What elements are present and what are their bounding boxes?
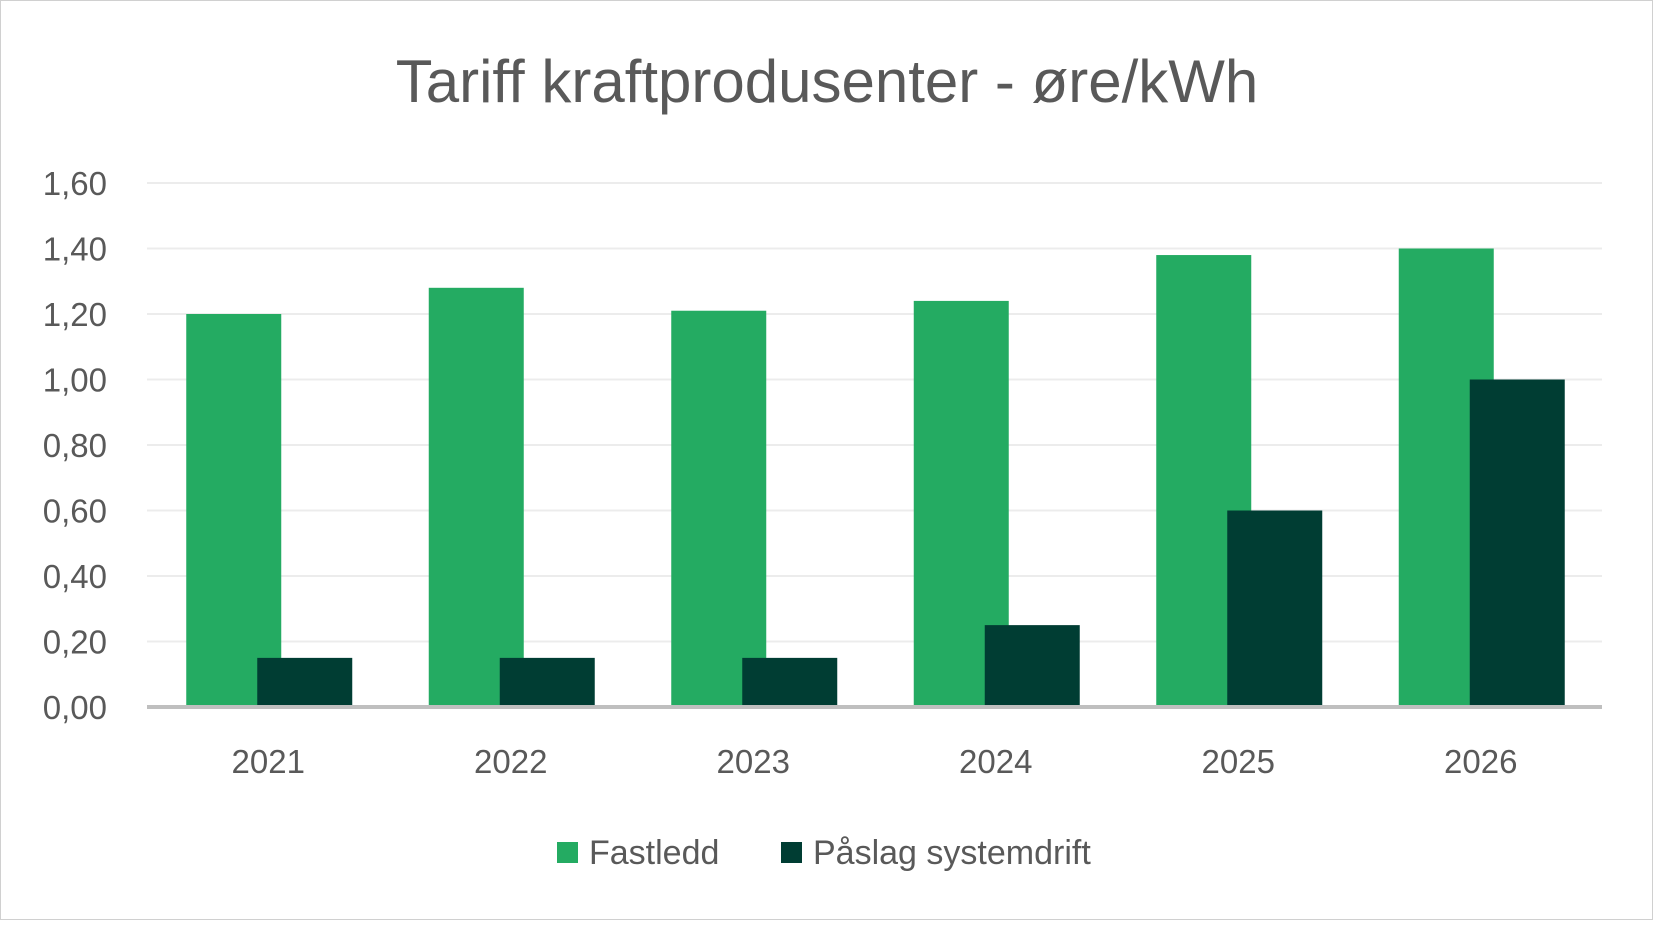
x-tick-label: 2025	[1202, 743, 1275, 780]
x-tick-label: 2026	[1444, 743, 1517, 780]
x-tick-label: 2023	[717, 743, 790, 780]
y-tick-label: 1,00	[43, 362, 107, 399]
y-tick-label: 1,20	[43, 296, 107, 333]
legend-label: Påslag systemdrift	[813, 834, 1091, 872]
x-axis-ticks: 2021 2022 2023 2024 2025 2026	[147, 705, 1602, 780]
y-tick-label: 0,80	[43, 427, 107, 464]
bar-påslag-systemdrift-2022	[499, 657, 595, 707]
bar-påslag-systemdrift-2023	[742, 657, 838, 707]
y-tick-label: 0,40	[43, 558, 107, 595]
legend-swatch	[557, 842, 578, 863]
gridlines	[147, 182, 1602, 643]
y-tick-label: 0,20	[43, 624, 107, 661]
x-tick-label: 2021	[232, 743, 305, 780]
bar-fastledd-2021	[186, 314, 282, 707]
legend-label: Fastledd	[589, 834, 719, 872]
bar-påslag-systemdrift-2025	[1227, 510, 1323, 707]
y-tick-label: 1,40	[43, 231, 107, 268]
y-tick-label: 0,60	[43, 493, 107, 530]
bar-fastledd-2023	[671, 310, 767, 707]
bar-påslag-systemdrift-2024	[984, 625, 1080, 707]
x-tick-label: 2024	[959, 743, 1032, 780]
y-axis-ticks: 0,00 0,20 0,40 0,60 0,80 1,00 1,20 1,40 1,60	[43, 165, 107, 726]
legend: Fastledd Påslag systemdrift	[557, 834, 1091, 872]
bar-påslag-systemdrift-2026	[1469, 379, 1565, 707]
y-tick-label: 0,00	[43, 689, 107, 726]
legend-swatch	[781, 842, 802, 863]
bars	[186, 248, 1565, 708]
bar-påslag-systemdrift-2021	[257, 657, 353, 707]
chart-title: Tariff kraftprodusenter - øre/kWh	[396, 48, 1259, 115]
y-tick-label: 1,60	[43, 165, 107, 202]
x-tick-label: 2022	[474, 743, 547, 780]
bar-fastledd-2022	[428, 287, 524, 707]
